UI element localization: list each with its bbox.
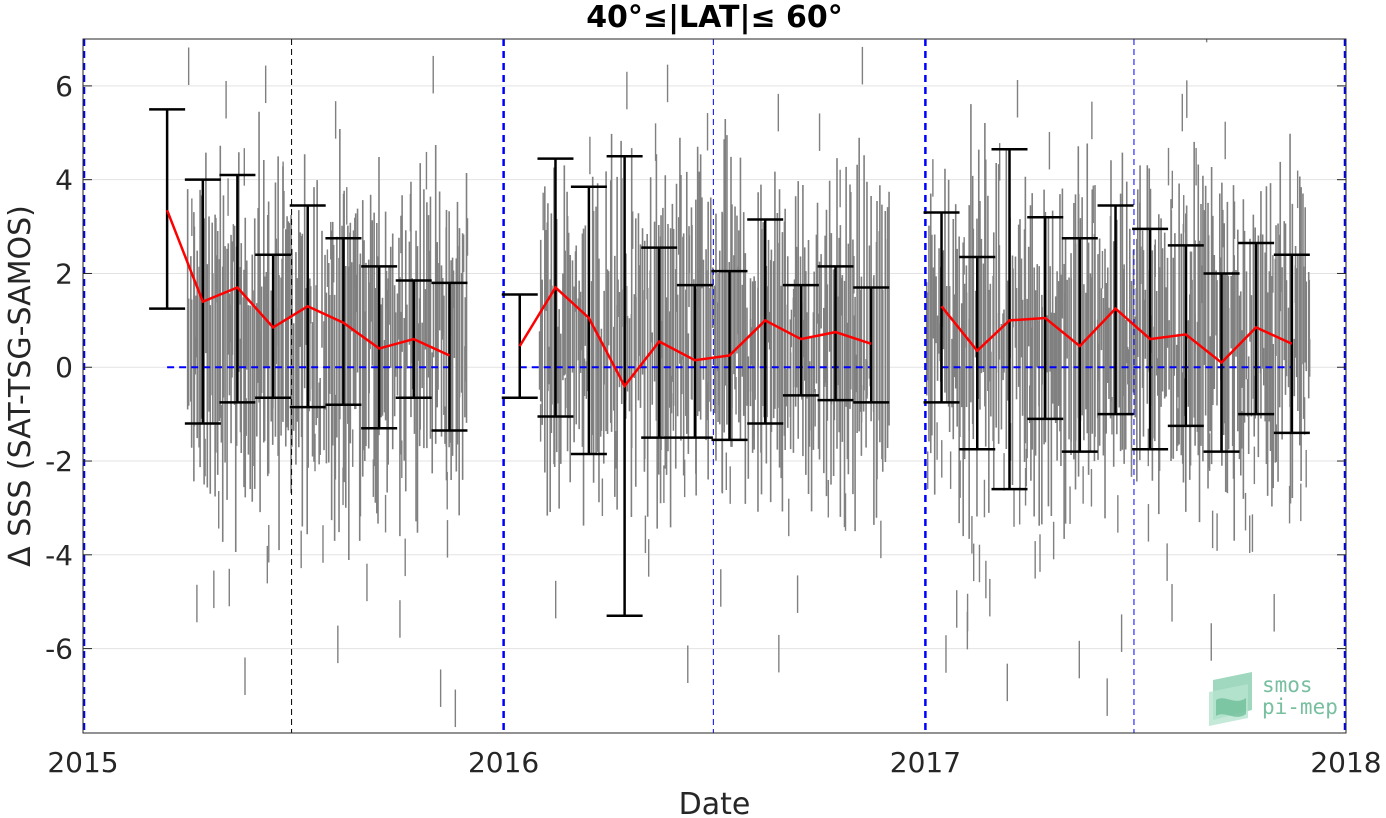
axis-ticks: -6 -4 -2 0 2 4 6 2015 2016 2017 2018 xyxy=(45,70,1382,779)
y-tick-label: 2 xyxy=(55,257,73,290)
chart-title: 40°≤|LAT|≤ 60° xyxy=(586,0,843,35)
x-tick-label: 2018 xyxy=(1310,746,1381,779)
mean-line xyxy=(165,209,451,357)
y-tick-label: -6 xyxy=(45,633,73,666)
x-tick-label: 2017 xyxy=(890,746,961,779)
mean-line xyxy=(518,285,872,389)
y-tick-label: -2 xyxy=(45,445,73,478)
y-tick-label: 6 xyxy=(55,70,73,103)
x-axis-label: Date xyxy=(679,787,751,818)
logo-line2: pi-mep xyxy=(1262,695,1338,719)
reference-lines xyxy=(82,39,1347,733)
smos-pimep-logo: smos pi-mep xyxy=(1209,672,1338,726)
axes-box xyxy=(82,38,1347,734)
y-tick-label: 0 xyxy=(55,351,73,384)
mean-lines xyxy=(165,209,1293,389)
mean-line xyxy=(940,305,1293,365)
x-tick-label: 2016 xyxy=(468,746,539,779)
logo-line1: smos xyxy=(1262,673,1313,697)
x-tick-label: 2015 xyxy=(47,746,118,779)
y-axis-label: Δ SSS (SAT-TSG-SAMOS) xyxy=(3,205,38,567)
logo-wave-icon xyxy=(1209,672,1252,726)
y-tick-label: -4 xyxy=(45,539,73,572)
y-tick-label: 4 xyxy=(55,164,73,197)
